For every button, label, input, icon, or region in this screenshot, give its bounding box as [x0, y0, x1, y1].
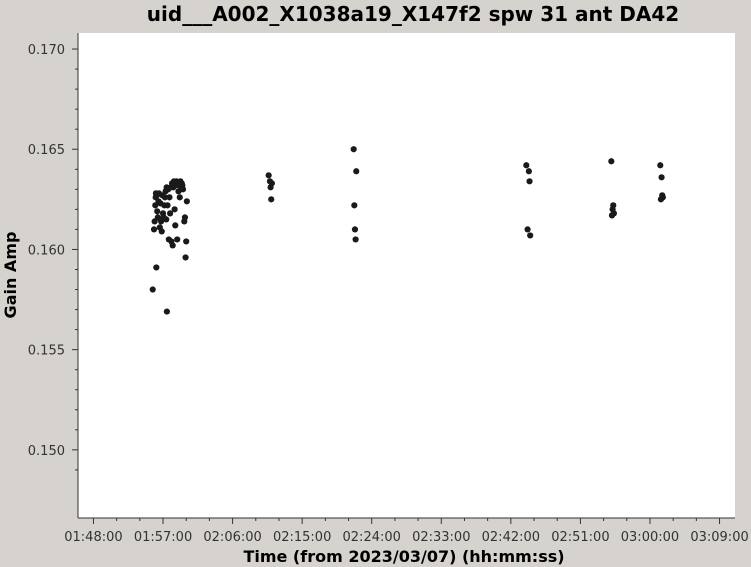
data-point	[659, 194, 666, 201]
data-point	[352, 236, 359, 243]
data-point	[176, 194, 183, 201]
data-point	[265, 172, 272, 179]
data-points-group	[149, 146, 666, 315]
x-tick-label: 03:00:00	[621, 530, 679, 545]
y-axis-label: Gain Amp	[1, 232, 20, 319]
data-point	[171, 206, 178, 213]
data-point	[524, 226, 531, 233]
data-point	[657, 162, 664, 169]
data-point	[353, 168, 360, 175]
data-point	[182, 254, 189, 261]
data-point	[158, 228, 165, 235]
data-point	[525, 168, 532, 175]
x-tick-label: 01:57:00	[134, 530, 192, 545]
x-tick-label: 02:06:00	[203, 530, 261, 545]
data-point	[351, 226, 359, 233]
data-point	[169, 242, 176, 249]
data-point	[179, 186, 187, 193]
x-tick-label: 02:33:00	[412, 530, 470, 545]
data-point	[163, 216, 170, 223]
data-point	[608, 158, 615, 165]
y-tick-label: 0.165	[28, 143, 65, 158]
data-point	[658, 174, 665, 181]
data-point	[163, 308, 170, 315]
data-point	[154, 208, 161, 215]
data-point	[153, 264, 160, 271]
data-point	[150, 226, 158, 233]
data-point	[166, 194, 173, 201]
x-tick-label: 02:42:00	[482, 530, 540, 545]
data-point	[350, 146, 357, 153]
data-point	[149, 286, 156, 293]
data-point	[181, 214, 189, 221]
data-point	[167, 210, 174, 217]
x-tick-label: 02:51:00	[551, 530, 609, 545]
y-tick-label: 0.150	[28, 444, 65, 459]
x-tick-label: 01:48:00	[64, 530, 122, 545]
data-point	[164, 202, 171, 209]
data-point	[351, 202, 358, 209]
plot-area	[78, 33, 735, 518]
axes-group: 0.150 0.155 0.160 0.165 0.170 01:48:00 01:57:0…	[28, 33, 749, 545]
x-tick-label: 02:15:00	[273, 530, 331, 545]
x-axis-label: Time (from 2023/03/07) (hh:mm:ss)	[243, 547, 564, 566]
data-point	[183, 238, 190, 245]
data-point	[523, 162, 530, 169]
data-point	[268, 196, 275, 203]
x-tick-label: 03:09:00	[690, 530, 748, 545]
chart-title: uid___A002_X1038a19_X147f2 spw 31 ant DA…	[147, 2, 679, 26]
data-point	[526, 178, 533, 185]
x-tick-label: 02:24:00	[343, 530, 401, 545]
data-point	[174, 236, 181, 243]
data-point	[610, 210, 618, 217]
data-point	[268, 180, 275, 187]
data-point	[610, 202, 617, 209]
y-tick-label: 0.170	[28, 43, 65, 58]
y-tick-label: 0.160	[28, 243, 65, 258]
y-tick-label: 0.155	[28, 344, 65, 359]
data-point	[172, 222, 179, 229]
data-point	[183, 198, 190, 205]
data-point	[161, 194, 169, 201]
data-point	[527, 232, 534, 239]
